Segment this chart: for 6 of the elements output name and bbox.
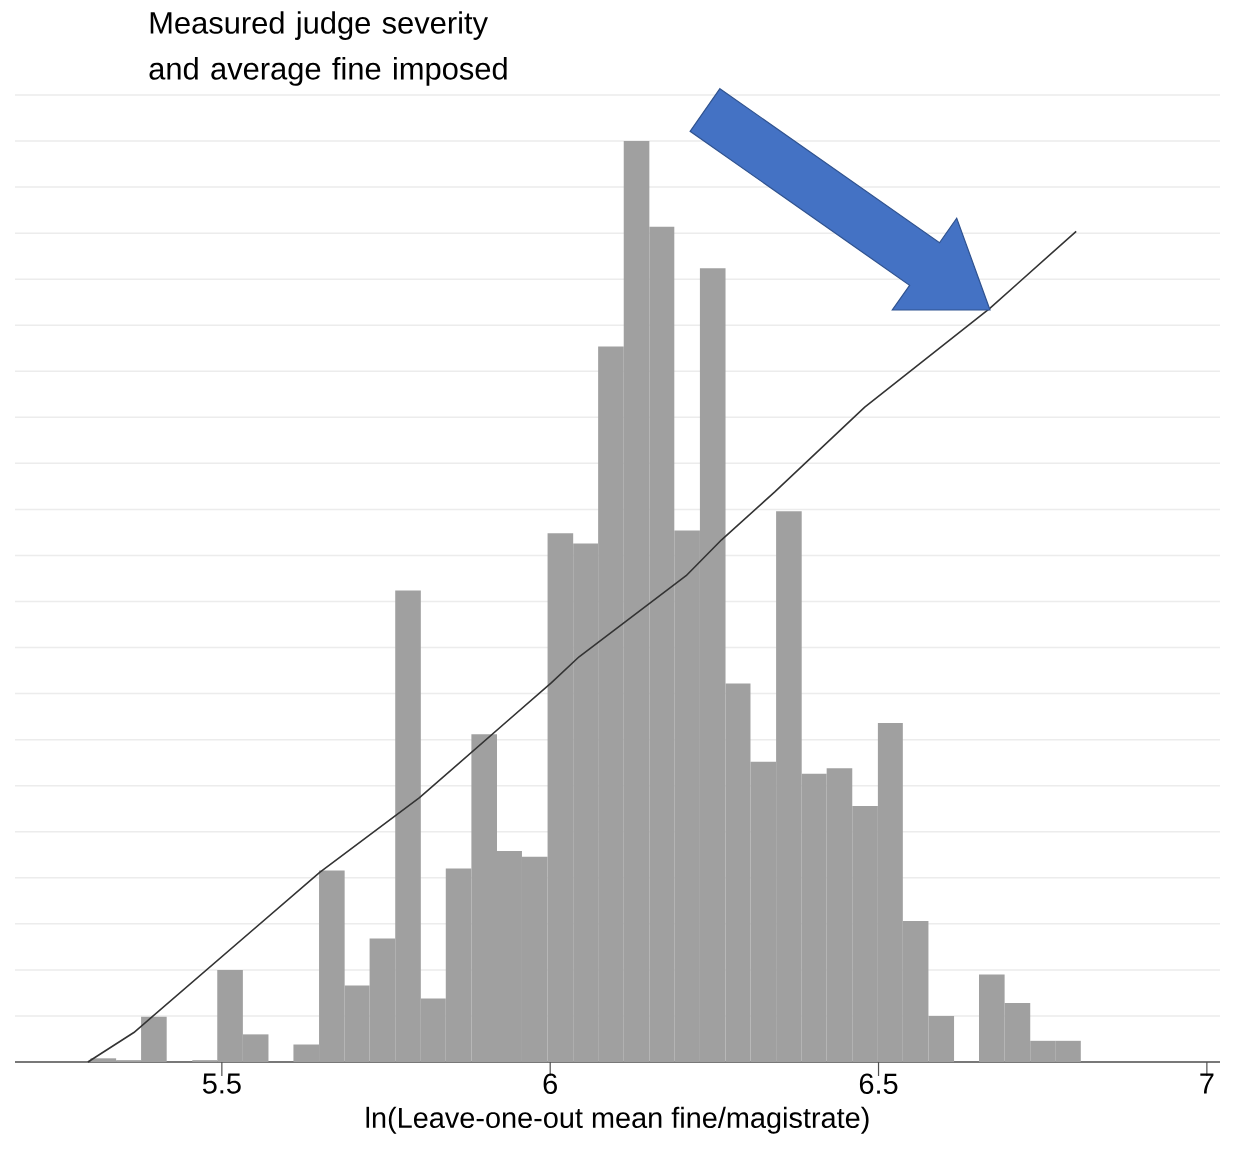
x-tick-label: 5.5 [202, 1073, 241, 1094]
x-tick-label: 7 [1200, 1073, 1214, 1094]
x-tick-label: 6 [543, 1073, 557, 1094]
text: Measured judge severity and average fine imposed [149, 11, 507, 86]
x-tick-label: 6.5 [859, 1073, 898, 1094]
x-axis-title: ln(Leave-one-out mean fine/magistrate) [366, 1106, 869, 1134]
